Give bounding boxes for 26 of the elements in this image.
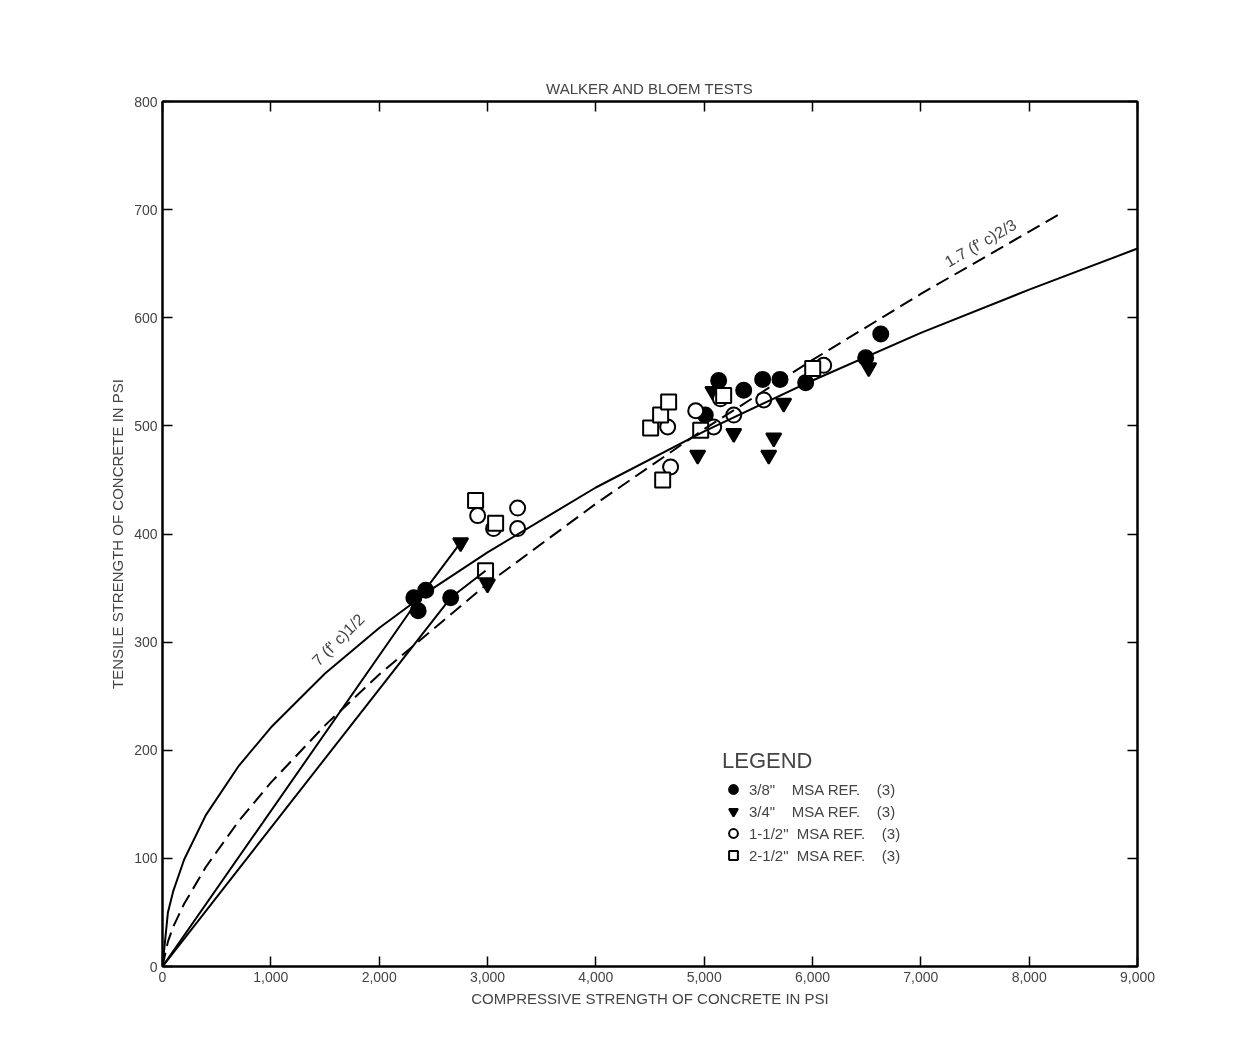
x-tick-label: 1,000 <box>253 968 289 985</box>
x-tick-label: 3,000 <box>469 968 506 985</box>
y-tick-label: 400 <box>134 526 158 542</box>
y-tick-label: 100 <box>134 850 158 867</box>
legend-title: LEGEND <box>722 748 814 774</box>
x-tick-label: 8,000 <box>1011 968 1047 985</box>
y-tick-label: 200 <box>134 742 158 759</box>
y-tick-label: 700 <box>134 201 158 218</box>
x-tick-label: 4,000 <box>578 968 614 985</box>
x-tick-label: 5,000 <box>686 968 722 985</box>
y-tick-label: 800 <box>134 93 158 110</box>
legend-label: 2-1/2" MSA REF. (3) <box>749 846 901 864</box>
x-tick-label: 9,000 <box>1119 968 1156 985</box>
x-axis-title: COMPRESSIVE STRENGTH OF CONCRETE IN PSI <box>471 989 829 1007</box>
legend-label: 1-1/2" MSA REF. (3) <box>749 824 901 842</box>
chart-title: WALKER AND BLOEM TESTS <box>546 79 753 97</box>
y-tick-label: 600 <box>134 309 158 326</box>
y-tick-label: 500 <box>134 417 158 434</box>
y-tick-label: 300 <box>134 634 158 651</box>
x-tick-label: 6,000 <box>794 968 831 985</box>
y-axis-title: TENSILE STRENGTH OF CONCRETE IN PSI <box>109 378 127 690</box>
legend-label: 3/4" MSA REF. (3) <box>749 802 896 820</box>
annotation: 1.7 (f' c)2/3 <box>941 215 1020 271</box>
x-tick-label: 2,000 <box>361 968 397 985</box>
x-tick-label: 7,000 <box>903 968 939 985</box>
legend-label: 3/8" MSA REF. (3) <box>749 780 896 798</box>
